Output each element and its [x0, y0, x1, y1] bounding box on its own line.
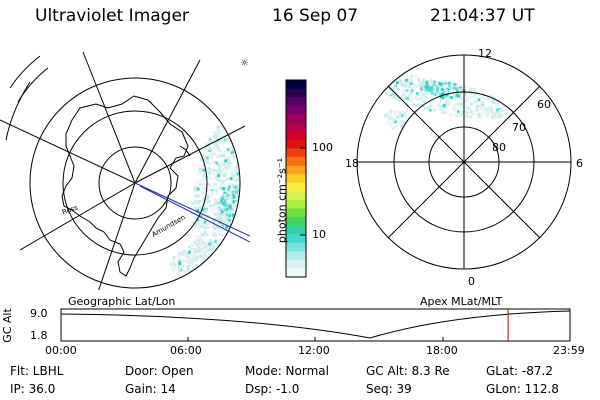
altitude-plot	[60, 308, 571, 342]
lat-circle	[62, 110, 208, 256]
time-tick: 00:00	[45, 344, 77, 357]
map-logo: ☼	[240, 58, 249, 69]
outer-arc	[17, 67, 49, 103]
left-map-caption: Geographic Lat/Lon	[68, 295, 176, 308]
colorbar-segment	[286, 105, 306, 115]
colorbar-segment	[286, 225, 306, 235]
colorbar-segment	[286, 208, 306, 218]
mlt-label-0: 0	[468, 275, 475, 288]
time-tick: 23:59	[553, 344, 585, 357]
instrument-title: Ultraviolet Imager	[35, 6, 189, 26]
time-tick: 12:00	[298, 344, 330, 357]
colorbar-tick-10: 10	[312, 228, 326, 241]
mlt-line	[387, 85, 541, 239]
mlt-label-6: 6	[576, 157, 583, 170]
lat-label-60: 60	[537, 98, 551, 111]
geographic-map	[0, 51, 250, 290]
colorbar-segment	[286, 131, 306, 141]
gain-info: Gain: 14	[125, 382, 176, 396]
ground-track	[134, 182, 250, 237]
time-tick: 18:00	[426, 344, 458, 357]
colorbar-segment	[286, 199, 306, 210]
meridian-line	[134, 125, 246, 184]
lat-circle	[98, 146, 172, 220]
colorbar-segment	[286, 165, 306, 175]
colorbar-segment	[286, 174, 306, 184]
ground-track	[139, 185, 250, 243]
dsp-info: Dsp: -1.0	[245, 382, 300, 396]
lat-label-70: 70	[512, 121, 526, 134]
mlt-label-18: 18	[345, 157, 359, 170]
coast-detail	[179, 145, 191, 157]
altitude-ytick: 9.0	[30, 307, 48, 320]
altitude-ytick: 1.8	[30, 329, 48, 342]
colorbar-unit-label: photon cm⁻²s⁻¹	[275, 157, 289, 244]
polar-map	[356, 54, 572, 270]
meridian-line	[82, 51, 136, 184]
altitude-ylabel: GC Alt	[0, 308, 14, 343]
colorbar-segment	[286, 217, 306, 227]
colorbar-segment	[286, 251, 306, 261]
colorbar-segment	[286, 268, 306, 278]
antarctica-coastline	[61, 95, 189, 277]
colorbar-segment	[286, 182, 306, 192]
glat-info: GLat: -87.2	[486, 364, 553, 378]
colorbar-segment	[286, 148, 306, 158]
filter-info: Flt: LBHL	[10, 364, 64, 378]
colorbar-segment	[286, 80, 306, 90]
colorbar-segment	[286, 139, 306, 150]
colorbar-segment	[286, 88, 306, 98]
outer-arc	[5, 81, 31, 141]
meridian-line	[19, 182, 136, 251]
ip-info: IP: 36.0	[10, 382, 56, 396]
meridian-line	[0, 119, 136, 184]
door-info: Door: Open	[125, 364, 194, 378]
time-tick: 06:00	[170, 344, 202, 357]
mode-info: Mode: Normal	[245, 364, 329, 378]
outer-arc	[9, 55, 41, 89]
right-map-caption: Apex MLat/MLT	[420, 295, 503, 308]
colorbar-segment	[286, 259, 306, 270]
glon-info: GLon: 112.8	[486, 382, 559, 396]
lat-label-80: 80	[492, 141, 506, 154]
colorbar-segment	[286, 122, 306, 132]
date-label: 16 Sep 07	[272, 6, 359, 26]
colorbar-segment	[286, 114, 306, 124]
colorbar-tick-100: 100	[312, 141, 333, 154]
time-label: 21:04:37 UT	[430, 6, 535, 26]
mlt-label-12: 12	[478, 47, 492, 60]
colorbar-segment	[286, 97, 306, 107]
meridian-line	[98, 182, 136, 290]
earth-limb	[29, 77, 241, 289]
color-bar	[285, 79, 307, 278]
colorbar-segment	[286, 234, 306, 244]
colorbar-segment	[286, 191, 306, 201]
seq-info: Seq: 39	[366, 382, 412, 396]
colorbar-segment	[286, 157, 306, 167]
gc-alt-info: GC Alt: 8.3 Re	[366, 364, 450, 378]
colorbar-segment	[286, 242, 306, 252]
altitude-curve	[60, 310, 571, 339]
